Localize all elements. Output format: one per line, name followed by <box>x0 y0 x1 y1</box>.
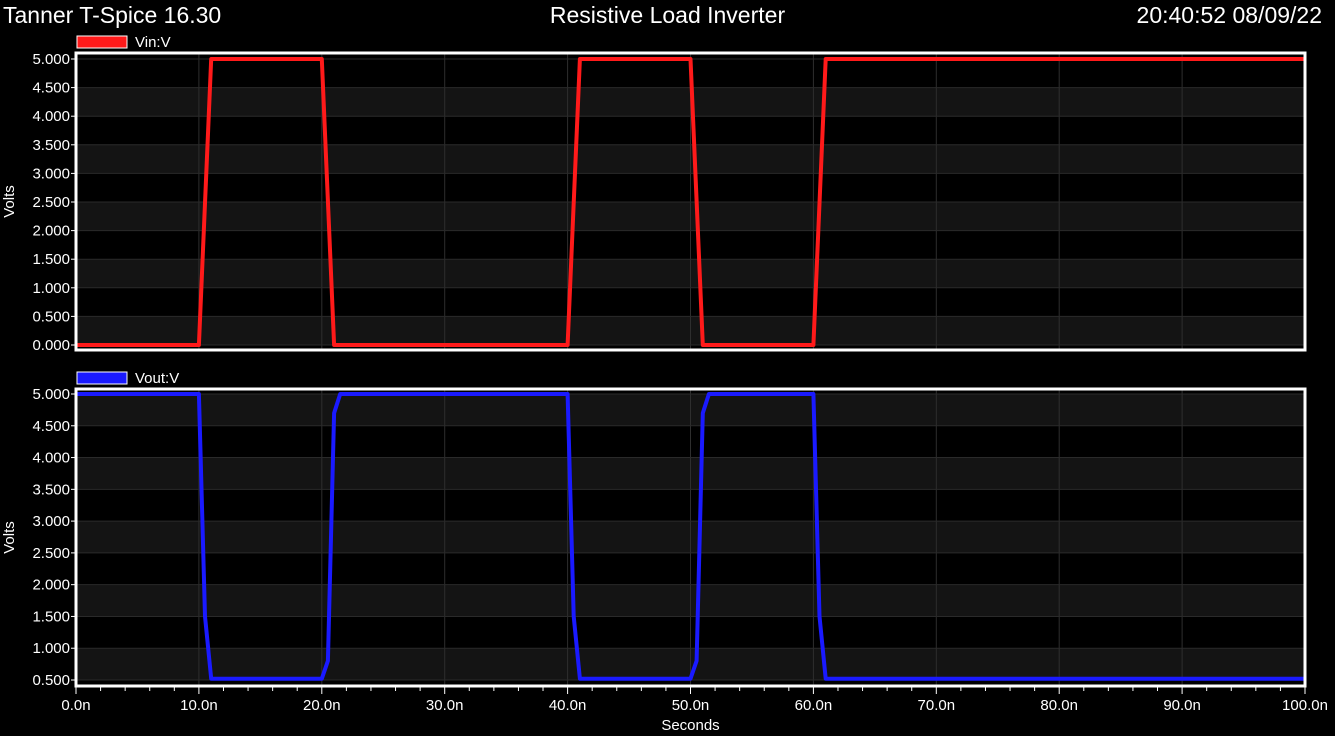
legend-label: Vin:V <box>135 34 171 51</box>
y-tick-label: 1.500 <box>32 608 70 625</box>
y-tick-label: 0.500 <box>32 672 70 689</box>
series-line <box>76 57 1305 347</box>
x-tick-label: 70.0n <box>918 697 956 714</box>
y-tick-label: 5.000 <box>32 386 70 403</box>
y-axis-label: Volts <box>1 521 18 554</box>
x-tick-label: 100.0n <box>1282 697 1328 714</box>
legend-label: Vout:V <box>135 370 179 387</box>
x-tick-label: 80.0n <box>1040 697 1078 714</box>
y-tick-label: 3.500 <box>32 481 70 498</box>
plot-frame <box>74 51 1307 352</box>
plot-panel-1: 0.000 0.500 1.000 1.500 2.000 2.500 3.000 3.500… <box>1 34 1307 354</box>
x-tick-label: 0.0n <box>61 697 90 714</box>
y-tick-label: 3.000 <box>32 513 70 530</box>
y-axis-label: Volts <box>1 185 18 218</box>
app-title: Tanner T-Spice 16.30 <box>3 2 222 28</box>
y-tick-label: 1.000 <box>32 280 70 297</box>
y-tick-label: 3.500 <box>32 137 70 154</box>
x-tick-label: 60.0n <box>795 697 833 714</box>
y-tick-label: 0.500 <box>32 308 70 325</box>
y-tick-label: 4.000 <box>32 450 70 467</box>
x-tick-label: 90.0n <box>1163 697 1201 714</box>
y-tick-label: 0.000 <box>32 337 70 354</box>
x-tick-label: 20.0n <box>303 697 341 714</box>
y-tick-label: 2.500 <box>32 545 70 562</box>
y-tick-label: 1.500 <box>32 251 70 268</box>
series-line <box>76 392 1305 681</box>
x-tick-label: 10.0n <box>180 697 218 714</box>
y-tick-label: 3.000 <box>32 165 70 182</box>
y-tick-label: 2.000 <box>32 577 70 594</box>
plot-panel-2: 0.500 1.000 1.500 2.000 2.500 3.000 3.500 4.000… <box>1 370 1328 734</box>
y-tick-label: 2.500 <box>32 194 70 211</box>
legend-swatch <box>76 35 128 49</box>
chart-title: Resistive Load Inverter <box>549 2 786 28</box>
x-tick-label: 30.0n <box>426 697 464 714</box>
legend-swatch <box>76 371 128 385</box>
x-tick-label: 50.0n <box>672 697 710 714</box>
y-tick-label: 1.000 <box>32 640 70 657</box>
y-tick-label: 4.500 <box>32 80 70 97</box>
y-tick-label: 4.000 <box>32 108 70 125</box>
x-axis-label: Seconds <box>661 717 719 734</box>
timestamp: 20:40:52 08/09/22 <box>1136 2 1322 28</box>
y-tick-label: 4.500 <box>32 418 70 435</box>
y-tick-label: 2.000 <box>32 223 70 240</box>
x-tick-label: 40.0n <box>549 697 587 714</box>
y-tick-label: 5.000 <box>32 51 70 68</box>
